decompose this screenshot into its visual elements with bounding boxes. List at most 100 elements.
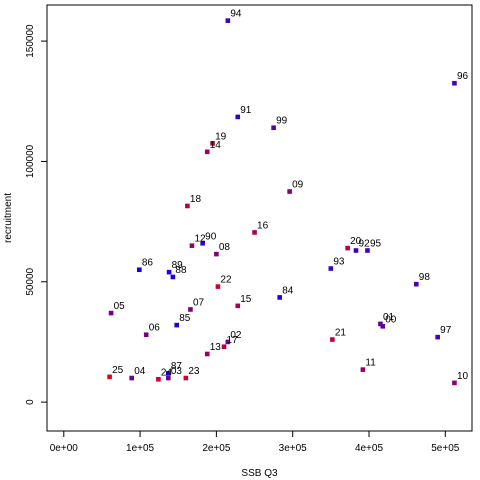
points-layer: [107, 18, 457, 386]
point-label: 07: [193, 297, 205, 308]
point-label: 03: [171, 366, 183, 377]
data-point: [330, 337, 335, 342]
data-point: [252, 230, 257, 235]
data-point: [235, 303, 241, 309]
data-point: [166, 269, 172, 275]
point-label: 08: [219, 242, 231, 253]
x-axis-title: SSB Q3: [241, 468, 278, 479]
data-point: [452, 80, 457, 86]
data-point: [225, 18, 231, 23]
data-point: [365, 248, 370, 253]
x-tick-label: 5e+05: [431, 443, 460, 454]
y-tick-label: 100000: [25, 144, 36, 178]
point-label: 16: [257, 220, 269, 231]
point-label: 12: [194, 234, 206, 245]
point-label: 06: [149, 323, 161, 334]
x-tick-label: 2e+05: [202, 443, 231, 454]
point-label: 11: [365, 358, 376, 369]
point-label: 98: [419, 272, 431, 283]
data-point: [183, 375, 189, 381]
data-point: [204, 351, 210, 357]
data-point: [107, 374, 112, 380]
data-point: [129, 375, 134, 381]
point-label: 95: [370, 238, 382, 249]
data-point: [235, 114, 241, 120]
point-label: 18: [190, 194, 202, 205]
data-point: [328, 266, 334, 271]
y-axis-title: recruitment: [3, 193, 14, 243]
y-tick-label: 0: [25, 399, 36, 405]
point-label: 10: [457, 371, 469, 382]
data-point: [170, 274, 176, 280]
data-point: [271, 125, 276, 131]
point-label: 96: [457, 71, 469, 82]
point-label: 97: [440, 325, 452, 336]
data-point: [188, 307, 193, 312]
y-tick-label: 50000: [25, 267, 36, 295]
point-label: 25: [112, 365, 124, 376]
data-point: [137, 267, 142, 273]
plot-frame: [46, 4, 473, 432]
data-point: [166, 370, 171, 376]
point-label: 84: [282, 285, 294, 296]
x-tick-label: 1e+05: [126, 443, 155, 454]
point-label: 93: [333, 257, 345, 268]
data-point: [452, 380, 457, 386]
x-tick-label: 4e+05: [355, 443, 384, 454]
point-label: 22: [220, 275, 232, 286]
data-point: [215, 284, 221, 289]
data-point: [166, 375, 171, 381]
x-axis: 0e+00 1e+05 2e+05 3e+05 4e+05 5e+05: [50, 431, 460, 454]
point-label: 20: [350, 236, 362, 247]
data-point: [287, 189, 292, 194]
point-label: 01: [383, 312, 395, 323]
data-point: [345, 245, 350, 251]
data-point: [204, 149, 210, 155]
point-label: 04: [134, 366, 146, 377]
x-tick-label: 3e+05: [279, 443, 308, 454]
point-label: 88: [175, 265, 187, 276]
point-label: 85: [179, 313, 191, 324]
data-point: [174, 322, 180, 328]
point-label: 09: [292, 180, 304, 191]
point-label: 24: [161, 367, 173, 378]
point-label: 94: [230, 9, 242, 20]
data-point: [185, 203, 190, 209]
point-label: 02: [230, 330, 242, 341]
data-point: [353, 248, 359, 253]
data-point: [360, 367, 366, 372]
point-label: 86: [142, 258, 154, 269]
point-label: 99: [276, 116, 288, 127]
y-tick-label: 150000: [25, 24, 36, 58]
data-point: [214, 251, 219, 257]
data-point: [156, 376, 161, 382]
point-label: 23: [188, 366, 200, 377]
point-label: 92: [359, 238, 371, 249]
point-label: 14: [210, 140, 222, 151]
point-label: 17: [227, 335, 239, 346]
x-tick-label: 0e+00: [50, 443, 79, 454]
point-label: 19: [215, 131, 227, 142]
data-point: [210, 141, 215, 146]
data-point: [277, 295, 283, 300]
point-label: 05: [114, 301, 126, 312]
point-label: 13: [210, 342, 222, 353]
point-label: 91: [240, 105, 252, 116]
data-point: [200, 240, 205, 246]
data-point: [189, 243, 195, 248]
point-label: 89: [172, 260, 184, 271]
data-point: [413, 281, 419, 287]
point-label: 87: [171, 361, 183, 372]
point-label: 90: [205, 231, 217, 242]
point-label: 00: [385, 314, 397, 325]
point-label: 21: [335, 328, 347, 339]
data-point: [221, 344, 227, 350]
data-point: [143, 332, 149, 338]
data-point: [435, 334, 440, 340]
y-axis: 0 50000 100000 150000: [25, 24, 47, 405]
data-point: [378, 321, 383, 327]
point-label: 15: [240, 294, 252, 305]
data-point: [380, 324, 386, 329]
